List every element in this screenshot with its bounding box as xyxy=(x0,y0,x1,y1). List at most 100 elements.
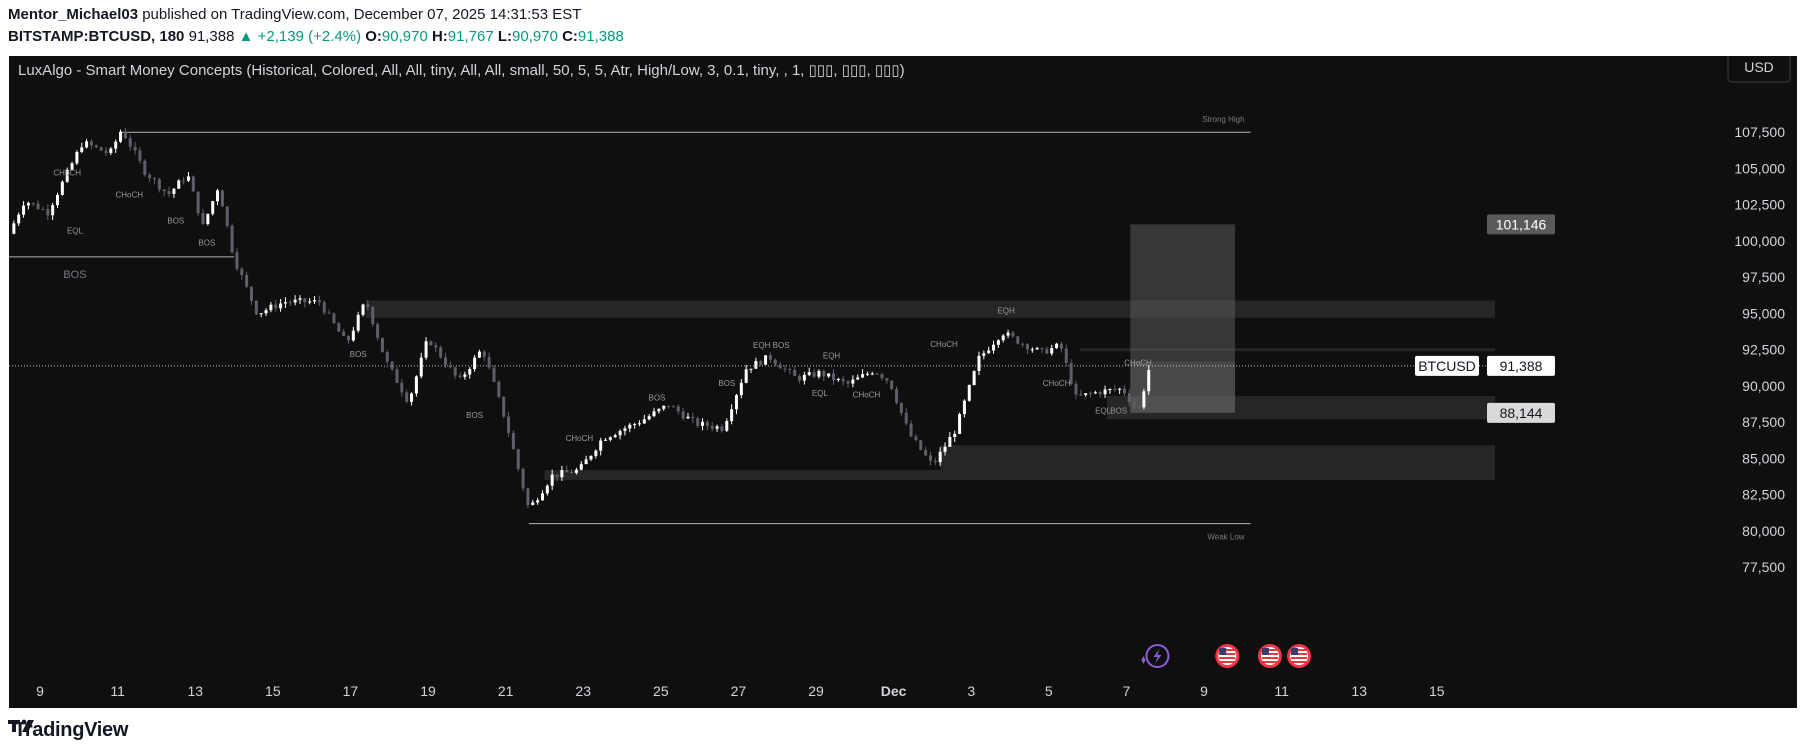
candle xyxy=(254,300,258,316)
footer-brand[interactable]: TradingView xyxy=(8,716,128,744)
us-flag-icon[interactable] xyxy=(1287,644,1312,668)
candle xyxy=(836,377,840,382)
candle xyxy=(225,206,229,228)
candle xyxy=(492,365,496,383)
candle xyxy=(1142,388,1146,410)
candle xyxy=(172,188,176,198)
candle xyxy=(288,299,292,307)
candle xyxy=(992,340,996,354)
high-value: 91,767 xyxy=(447,28,494,45)
candle xyxy=(487,352,491,370)
candle xyxy=(201,208,205,225)
candle xyxy=(681,407,685,421)
smc-annotation: CHoCH xyxy=(566,434,594,443)
candle xyxy=(822,369,826,382)
candle xyxy=(890,380,894,390)
candle xyxy=(443,352,447,369)
candle xyxy=(293,295,297,306)
order-block-zone xyxy=(1079,348,1495,352)
current-price-label: 91,388 xyxy=(1487,355,1555,376)
candle xyxy=(516,448,520,472)
candle xyxy=(473,354,477,372)
symbol-price-tag: BTCUSD xyxy=(1415,355,1479,376)
candle xyxy=(1122,385,1126,396)
candle xyxy=(1089,391,1093,398)
candle xyxy=(453,366,457,380)
candle xyxy=(424,337,428,360)
candle xyxy=(1069,359,1073,386)
candle xyxy=(1040,347,1044,354)
candle xyxy=(783,364,787,373)
published-text: published on TradingView.com, December 0… xyxy=(142,6,582,23)
candle xyxy=(99,146,103,151)
candle xyxy=(206,213,210,226)
candle xyxy=(1055,342,1059,349)
candle xyxy=(502,396,506,419)
candle xyxy=(196,191,200,216)
candle xyxy=(41,206,45,211)
candle xyxy=(749,368,753,374)
candle xyxy=(962,399,966,418)
y-tick-label: 102,500 xyxy=(1734,197,1785,213)
candle xyxy=(89,139,93,150)
candle xyxy=(390,361,394,372)
candle xyxy=(303,297,307,308)
candle xyxy=(560,465,564,482)
candle xyxy=(924,446,928,457)
position-stop-box[interactable] xyxy=(1130,361,1236,413)
candle xyxy=(211,200,215,216)
candle xyxy=(371,306,375,327)
candle xyxy=(1045,346,1049,355)
candle xyxy=(162,189,166,197)
lightning-icon[interactable] xyxy=(1141,644,1170,668)
candle xyxy=(70,161,74,171)
candle xyxy=(22,201,26,218)
indicator-title[interactable]: LuxAlgo - Smart Money Concepts (Historic… xyxy=(18,62,905,79)
symbol-info-bar: BITSTAMP:BTCUSD, 180 91,388 ▲ +2,139 (+2… xyxy=(8,28,624,45)
candle xyxy=(599,437,603,456)
author-name[interactable]: Mentor_Michael03 xyxy=(8,6,139,23)
currency-button[interactable]: USD xyxy=(1727,56,1791,83)
candle xyxy=(865,371,869,377)
candle xyxy=(511,430,515,450)
candle xyxy=(628,422,632,433)
smc-annotation: CHoCH xyxy=(853,391,881,400)
candle xyxy=(376,322,380,341)
candle xyxy=(177,179,181,189)
order-block-zone xyxy=(940,445,1495,471)
candle xyxy=(313,296,317,305)
smc-annotation: BOS xyxy=(466,411,483,420)
us-flag-icon[interactable] xyxy=(1215,644,1240,668)
candle xyxy=(725,418,729,432)
chart-area[interactable]: Strong High Weak Low BOS CHoCH EQL CHoCH BOS B… xyxy=(9,56,1797,708)
candle xyxy=(1118,387,1122,395)
candle xyxy=(1006,329,1010,339)
x-tick-label: 15 xyxy=(265,683,281,699)
position-target-box[interactable] xyxy=(1130,224,1236,362)
candle xyxy=(31,202,35,207)
candle xyxy=(802,371,806,385)
candle xyxy=(904,407,908,426)
candle xyxy=(385,349,389,365)
candle xyxy=(104,147,108,157)
us-flag-icon[interactable] xyxy=(1257,644,1282,668)
candle xyxy=(1098,390,1102,398)
candle xyxy=(613,433,617,438)
candle xyxy=(240,267,244,280)
bos-label: BOS xyxy=(63,269,86,281)
candle xyxy=(759,360,763,367)
y-tick-label: 100,000 xyxy=(1734,233,1785,249)
candle xyxy=(943,442,947,456)
candle xyxy=(545,484,549,496)
candle xyxy=(764,355,768,365)
candle xyxy=(60,180,64,196)
candle xyxy=(982,350,986,360)
candle xyxy=(555,474,559,482)
smc-annotation: EQH xyxy=(823,351,841,360)
candle xyxy=(831,369,835,386)
candle xyxy=(996,339,1000,348)
candle xyxy=(414,375,418,397)
price-chart-svg[interactable]: Strong High Weak Low BOS CHoCH EQL CHoCH BOS B… xyxy=(9,56,1797,708)
candle xyxy=(565,465,569,473)
candle xyxy=(793,366,797,377)
